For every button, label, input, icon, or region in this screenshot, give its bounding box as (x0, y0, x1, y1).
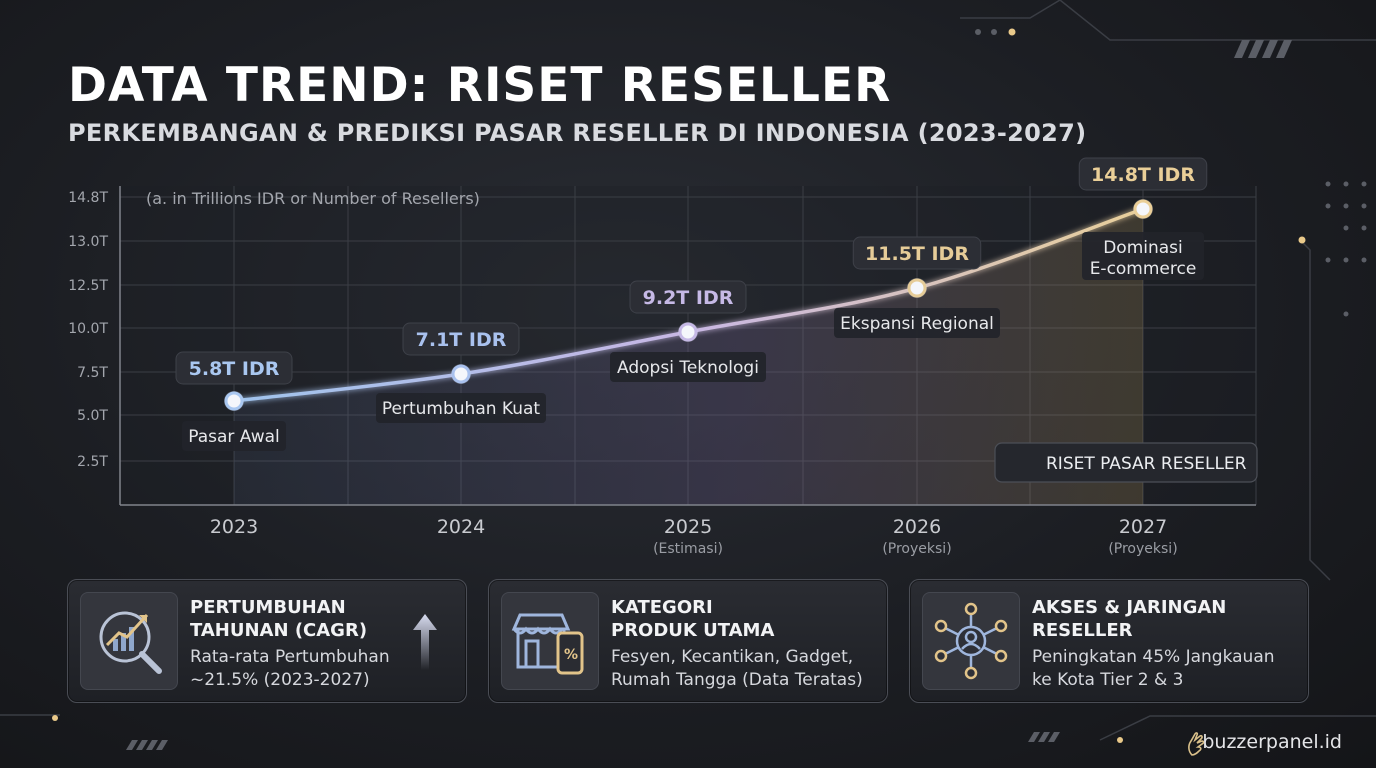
svg-text:%: % (564, 647, 578, 663)
data-point (678, 322, 698, 342)
card-title: KATEGORI PRODUK UTAMA (611, 597, 775, 641)
annotation-label: E-commerce (1090, 259, 1197, 279)
decorative-stripes (126, 40, 1292, 750)
data-label: 7.1T IDR (416, 329, 507, 351)
annotation-label: Dominasi (1103, 238, 1183, 258)
y-tick-label: 12.5T (68, 278, 108, 294)
page-title: DATA TREND: RISET RESELLER (68, 58, 892, 113)
annotation-box (1082, 232, 1204, 280)
annotation-label: Adopsi Teknologi (617, 358, 759, 378)
x-tick-label: 2024 (437, 516, 485, 538)
card-text: Peningkatan 45% Jangkauan ke Kota Tier 2… (1032, 647, 1275, 690)
product-category-card: % KATEGORI PRODUK UTAMA Fesyen, Kecantik… (488, 579, 888, 703)
card-text: Fesyen, Kecantikan, Gadget, Rumah Tangga… (611, 647, 863, 690)
data-label: 14.8T IDR (1091, 164, 1195, 186)
card-text: Rata-rata Pertumbuhan ~21.5% (2023-2027) (190, 647, 390, 690)
decorative-glow-dots (52, 28, 1306, 743)
x-tick-label: 2027 (1119, 516, 1167, 538)
hand-logo-icon (1186, 731, 1208, 761)
x-tick-label: 2026 (893, 516, 941, 538)
chart-note: (a. in Trillions IDR or Number of Resell… (146, 189, 480, 208)
y-tick-label: 14.8T (68, 190, 108, 206)
value-badge (852, 236, 982, 270)
annotation-box (376, 393, 546, 423)
page-subtitle: PERKEMBANGAN & PREDIKSI PASAR RESELLER D… (68, 119, 1087, 147)
x-tick-sublabel: (Proyeksi) (882, 541, 951, 557)
x-tick-label: 2025 (664, 516, 712, 538)
data-label: 5.8T IDR (189, 358, 280, 380)
annotation-label: Pasar Awal (188, 427, 280, 447)
network-card: AKSES & JARINGAN RESELLER Peningkatan 45… (909, 579, 1309, 703)
decorative-dots (975, 29, 1367, 317)
growth-chart-magnifier-icon (80, 592, 178, 690)
value-badge (629, 280, 747, 314)
value-badge (1078, 157, 1208, 191)
data-label: 9.2T IDR (643, 287, 734, 309)
cagr-card: PERTUMBUHAN TAHUNAN (CAGR) Rata-rata Per… (67, 579, 467, 703)
y-tick-label: 7.5T (77, 365, 108, 381)
legend-label: RISET PASAR RESELLER (1046, 454, 1247, 474)
up-arrow-icon (410, 612, 440, 676)
annotation-label: Pertumbuhan Kuat (382, 399, 541, 419)
y-tick-label: 5.0T (77, 408, 108, 424)
data-point (224, 391, 244, 411)
y-tick-label: 2.5T (77, 454, 108, 470)
y-tick-label: 13.0T (68, 234, 108, 250)
value-badge (402, 322, 520, 356)
data-point (451, 364, 471, 384)
legend: RISET PASAR RESELLER (994, 442, 1258, 483)
annotation-box (610, 352, 766, 382)
y-tick-label: 10.0T (68, 321, 108, 337)
network-people-icon (922, 592, 1020, 690)
annotation-box (834, 308, 1000, 338)
store-smartphone-icon: % (501, 592, 599, 690)
x-tick-sublabel: (Estimasi) (653, 541, 723, 557)
value-badge (175, 351, 293, 385)
annotation-box (182, 421, 286, 451)
x-tick-sublabel: (Proyeksi) (1108, 541, 1177, 557)
data-label: 11.5T IDR (865, 243, 969, 265)
data-point (907, 278, 927, 298)
card-title: AKSES & JARINGAN RESELLER (1032, 597, 1227, 641)
card-title: PERTUMBUHAN TAHUNAN (CAGR) (190, 597, 368, 641)
brand-name: buzzerpanel.id (1202, 731, 1342, 753)
annotation-label: Ekspansi Regional (840, 314, 994, 334)
x-tick-label: 2023 (210, 516, 258, 538)
data-point (1133, 199, 1153, 219)
